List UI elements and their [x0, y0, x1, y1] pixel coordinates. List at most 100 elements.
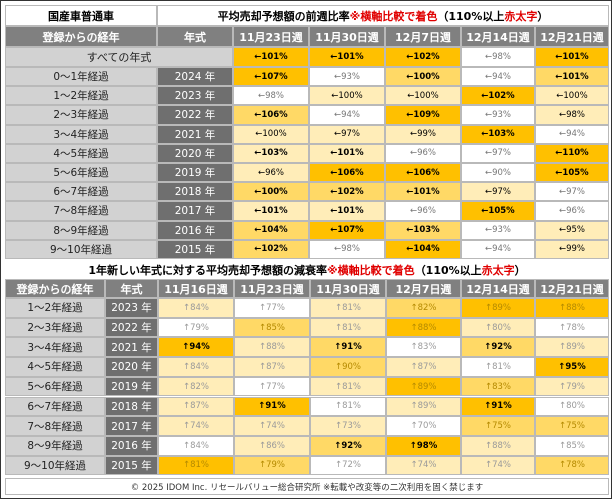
- decay-cell: ↑83%: [386, 337, 461, 358]
- decay-cell: ↑82%: [386, 298, 461, 318]
- decay-cell: ↑89%: [535, 337, 609, 358]
- model-year: 2024 年: [157, 67, 233, 87]
- ratio-cell: ←102%: [385, 47, 461, 67]
- table-row: 1～2年経過 2023 年 ↑84% ↑77% ↑81% ↑82% ↑89% ↑88%: [5, 298, 609, 318]
- model-year: 2017 年: [105, 416, 158, 436]
- ratio-cell: ←90%: [461, 163, 535, 183]
- ratio-cell: ←93%: [461, 220, 535, 240]
- title-paren-open: （110%以上: [437, 9, 505, 23]
- week-header: 11月16日週: [158, 279, 234, 298]
- title-red: 赤太字: [504, 9, 538, 23]
- ratio-cell: ←93%: [309, 67, 385, 87]
- decay-cell: ↑92%: [310, 435, 386, 456]
- title-note: ※横軸比較で着色: [326, 264, 415, 277]
- ratio-cell: ←105%: [535, 163, 609, 183]
- model-year: 2023 年: [157, 86, 233, 106]
- elapsed-label: 3～4年経過: [5, 337, 105, 358]
- corner-label: 国産車普通車: [5, 5, 157, 26]
- title-paren-open: （110%以上: [414, 264, 482, 277]
- decay-cell: ↑79%: [158, 317, 234, 338]
- week-header: 11月23日週: [233, 26, 309, 47]
- decay-cell: ↑77%: [234, 298, 310, 318]
- ratio-cell: ←104%: [233, 220, 309, 240]
- ratio-cell: ←94%: [461, 67, 535, 87]
- table1-header-row: 登録からの経年 年式 11月23日週 11月30日週 12月7日週 12月14日…: [5, 26, 609, 47]
- ratio-cell: ←103%: [233, 143, 309, 163]
- decay-cell: ↑87%: [234, 357, 310, 377]
- ratio-cell: ←97%: [309, 124, 385, 144]
- ratio-cell: ←94%: [535, 124, 609, 144]
- ratio-cell: ←101%: [535, 67, 609, 87]
- week-header: 12月21日週: [535, 26, 609, 47]
- elapsed-label: 8～9年経過: [5, 435, 105, 456]
- ratio-cell: ←106%: [385, 163, 461, 183]
- model-year: 2022 年: [157, 105, 233, 125]
- decay-cell: ↑83%: [461, 376, 535, 397]
- decay-cell: ↑88%: [234, 337, 310, 358]
- ratio-cell: ←100%: [535, 86, 609, 106]
- ratio-cell: ←94%: [309, 105, 385, 125]
- decay-cell: ↑91%: [234, 396, 310, 417]
- decay-cell: ↑75%: [535, 416, 609, 436]
- ratio-cell: ←102%: [309, 182, 385, 202]
- decay-cell: ↑91%: [461, 396, 535, 417]
- decay-cell: ↑74%: [386, 455, 461, 476]
- ratio-cell: ←101%: [309, 143, 385, 163]
- decay-cell: ↑74%: [158, 416, 234, 436]
- ratio-cell: ←102%: [461, 86, 535, 106]
- model-year: 2015 年: [105, 455, 158, 476]
- decay-cell: ↑84%: [158, 298, 234, 318]
- model-year: 2021 年: [105, 337, 158, 358]
- decay-cell: ↑81%: [158, 455, 234, 476]
- decay-cell: ↑90%: [310, 357, 386, 377]
- ratio-cell: ←105%: [461, 201, 535, 221]
- ratio-cell: ←94%: [461, 239, 535, 259]
- copyright-footer: © 2025 IDOM Inc. リセールバリュー総合研究所 ※転載や改変等の二…: [5, 478, 609, 495]
- decay-cell: ↑72%: [310, 455, 386, 476]
- model-year: 2020 年: [157, 143, 233, 163]
- ratio-cell: ←100%: [233, 124, 309, 144]
- decay-cell: ↑82%: [158, 376, 234, 397]
- col-year-header: 年式: [105, 279, 158, 298]
- decay-cell: ↑95%: [535, 357, 609, 377]
- ratio-cell: ←96%: [233, 163, 309, 183]
- week-header: 12月14日週: [461, 26, 535, 47]
- ratio-cell: ←100%: [233, 182, 309, 202]
- ratio-cell: ←97%: [535, 182, 609, 202]
- decay-cell: ↑86%: [234, 435, 310, 456]
- table-row: 2～3年経過 2022 年 ←106% ←94% ←109% ←93% ←98%: [5, 105, 609, 125]
- table-row: 9～10年経過 2015 年 ←102% ←98% ←104% ←94% ←99%: [5, 239, 609, 259]
- model-year: 2023 年: [105, 298, 158, 318]
- elapsed-label: 7～8年経過: [5, 201, 157, 221]
- decay-cell: ↑84%: [158, 435, 234, 456]
- ratio-cell: ←101%: [309, 201, 385, 221]
- ratio-cell: ←95%: [535, 220, 609, 240]
- ratio-cell: ←98%: [309, 239, 385, 259]
- model-year: 2021 年: [157, 124, 233, 144]
- decay-cell: ↑70%: [386, 416, 461, 436]
- elapsed-label: 1～2年経過: [5, 86, 157, 106]
- title-paren-close: ）: [537, 9, 549, 23]
- title-text: 1年新しい年式に対する平均売却予想額の減衰率: [88, 264, 327, 277]
- table-row: 8～9年経過 2016 年 ←104% ←107% ←103% ←93% ←95%: [5, 220, 609, 240]
- ratio-cell: ←110%: [535, 143, 609, 163]
- model-year: 2016 年: [157, 220, 233, 240]
- table-row: 5～6年経過 2019 年 ↑82% ↑77% ↑81% ↑89% ↑83% ↑79%: [5, 376, 609, 397]
- decay-cell: ↑94%: [158, 337, 234, 358]
- ratio-cell: ←106%: [233, 105, 309, 125]
- model-year: 2016 年: [105, 435, 158, 456]
- decay-cell: ↑88%: [461, 435, 535, 456]
- table-row: 5～6年経過 2019 年 ←96% ←106% ←106% ←90% ←105%: [5, 163, 609, 183]
- table-row: 6～7年経過 2018 年 ↑87% ↑91% ↑81% ↑89% ↑91% ↑80%: [5, 396, 609, 417]
- decay-cell: ↑84%: [158, 357, 234, 377]
- decay-cell: ↑88%: [535, 298, 609, 318]
- ratio-cell: ←96%: [385, 143, 461, 163]
- table1-title-row: 国産車普通車 平均売却予想額の前週比率 ※横軸比較で着色 （110%以上 赤太字…: [5, 5, 609, 26]
- model-year: 2018 年: [105, 396, 158, 417]
- decay-cell: ↑85%: [234, 317, 310, 338]
- decay-cell: ↑78%: [535, 317, 609, 338]
- week-header: 11月30日週: [309, 26, 385, 47]
- decay-cell: ↑88%: [386, 317, 461, 338]
- table1-title: 平均売却予想額の前週比率 ※横軸比較で着色 （110%以上 赤太字 ）: [157, 5, 609, 26]
- ratio-cell: ←101%: [233, 201, 309, 221]
